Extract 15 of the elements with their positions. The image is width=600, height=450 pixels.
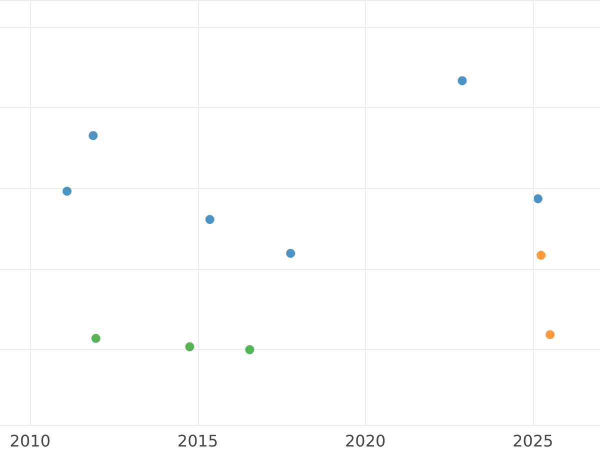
point	[205, 214, 214, 224]
point	[62, 186, 72, 196]
x-tick-label: 2025	[512, 432, 554, 450]
point	[458, 76, 467, 86]
point	[185, 342, 194, 352]
x-tick-label: 2015	[177, 432, 218, 450]
point	[546, 330, 555, 340]
point	[88, 131, 98, 140]
point	[286, 248, 296, 258]
point	[91, 334, 100, 343]
point	[536, 250, 546, 260]
x-tick-label: 2010	[10, 432, 51, 450]
x-tick-label: 2020	[345, 432, 386, 450]
point	[245, 345, 254, 354]
point	[534, 194, 542, 204]
